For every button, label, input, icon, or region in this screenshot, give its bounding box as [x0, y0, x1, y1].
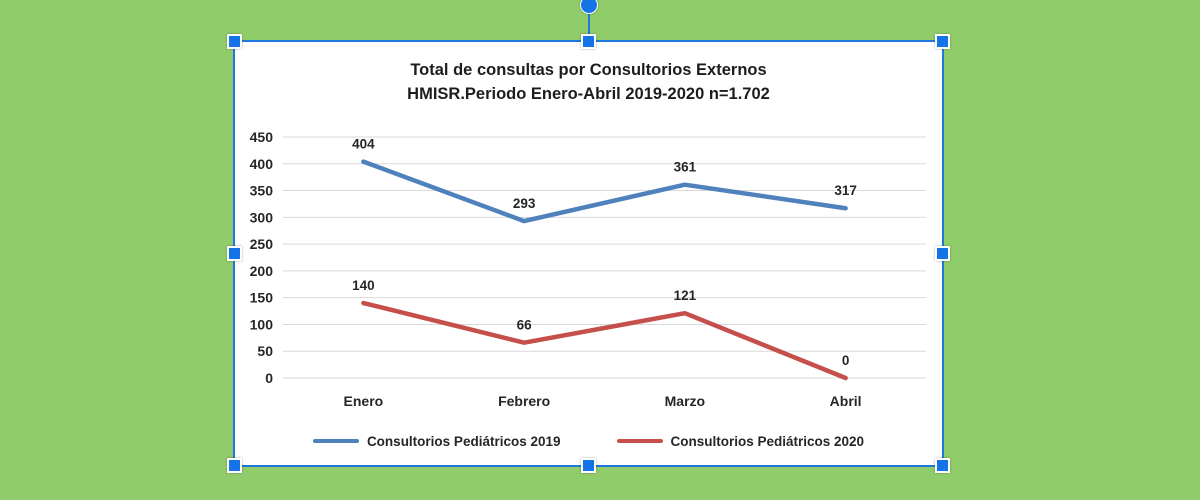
- y-axis-tick-label: 350: [250, 183, 274, 199]
- chart-object-selection[interactable]: Total de consultas por Consultorios Exte…: [227, 0, 950, 473]
- resize-handle-top-left[interactable]: [227, 34, 242, 49]
- plot-area: 0 50 100 150 200 250 300 350 400 450 Enero Febrero M…: [250, 129, 926, 409]
- resize-handle-middle-left[interactable]: [227, 245, 242, 261]
- resize-handle-bottom-left[interactable]: [227, 458, 242, 473]
- series-line-0[interactable]: [361, 159, 848, 224]
- data-label: 293: [513, 196, 536, 211]
- y-axis-tick-label: 100: [250, 316, 274, 332]
- y-axis-tick-label: 200: [250, 263, 274, 279]
- legend: Consultorios Pediátricos 2019 Consultori…: [235, 427, 942, 455]
- chart-title: Total de consultas por Consultorios Exte…: [235, 58, 942, 106]
- rotation-handle[interactable]: [579, 0, 598, 14]
- resize-handle-top-right[interactable]: [935, 34, 950, 49]
- data-label: 121: [674, 288, 697, 303]
- data-label: 317: [834, 183, 857, 198]
- line-chart[interactable]: Total de consultas por Consultorios Exte…: [235, 42, 942, 465]
- legend-item-2019[interactable]: Consultorios Pediátricos 2019: [312, 433, 561, 449]
- y-axis-tick-label: 50: [257, 343, 273, 359]
- y-axis-tick-label: 450: [250, 129, 274, 145]
- y-axis-tick-label: 150: [250, 290, 274, 306]
- legend-label-2019: Consultorios Pediátricos 2019: [366, 433, 561, 449]
- legend-item-2020[interactable]: Consultorios Pediátricos 2020: [616, 433, 865, 449]
- x-axis-label: Abril: [830, 393, 862, 409]
- series-line-1[interactable]: [361, 300, 848, 381]
- resize-handle-bottom-center[interactable]: [580, 458, 596, 473]
- resize-handle-middle-right[interactable]: [935, 245, 950, 261]
- chart-title-line-2: HMISR.Periodo Enero-Abril 2019-2020 n=1.…: [407, 85, 770, 103]
- legend-label-2020: Consultorios Pediátricos 2020: [670, 433, 865, 449]
- y-axis-tick-label: 400: [250, 156, 274, 172]
- chart-title-line-1: Total de consultas por Consultorios Exte…: [410, 61, 767, 79]
- data-label: 66: [517, 318, 533, 333]
- y-axis-tick-label: 0: [265, 370, 273, 386]
- resize-handle-top-center[interactable]: [580, 34, 596, 49]
- data-label: 0: [842, 353, 850, 368]
- y-axis-tick-label: 250: [250, 236, 274, 252]
- x-axis-label: Marzo: [665, 393, 705, 409]
- data-label: 404: [352, 137, 375, 152]
- rotation-connector-line: [587, 11, 590, 40]
- x-axis-label: Enero: [344, 393, 384, 409]
- legend-line-swatch-2020: [616, 439, 663, 443]
- data-label: 361: [674, 160, 697, 175]
- y-axis-tick-label: 300: [250, 209, 274, 225]
- resize-handle-bottom-right[interactable]: [935, 458, 950, 473]
- legend-line-swatch-2019: [312, 439, 359, 443]
- x-axis-label: Febrero: [498, 393, 550, 409]
- data-label: 140: [352, 278, 375, 293]
